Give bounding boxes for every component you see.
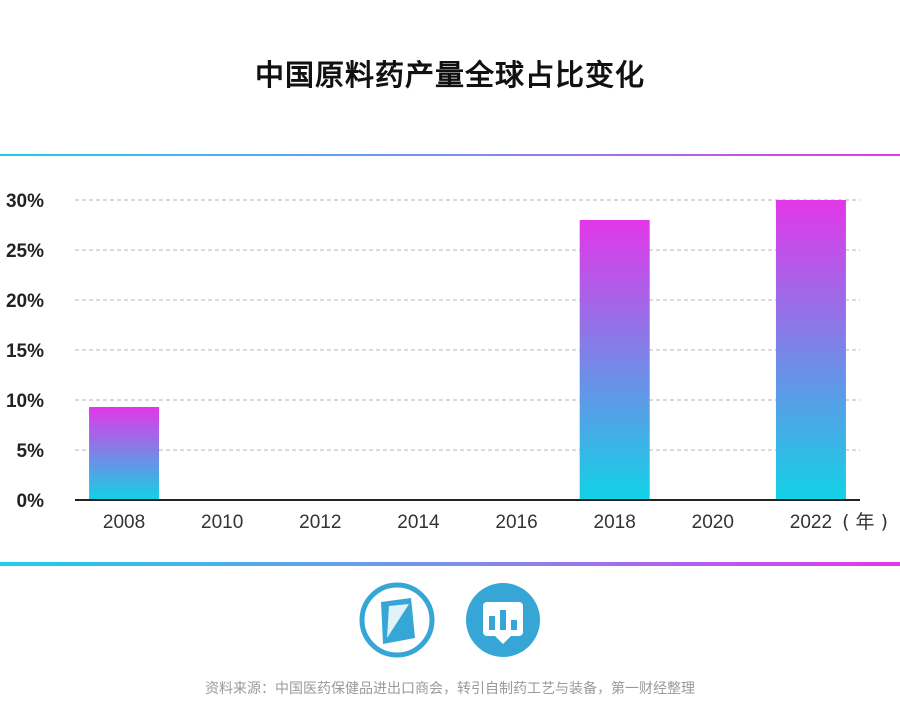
x-tick-label: 2012 [299,512,341,533]
x-tick-label: 2022 [790,512,832,533]
top-divider [0,154,900,156]
bar-chart: 0% 5% 10% 15% 20% 25% 30% 2008 2010 2012 2014 2016… [6,191,888,533]
x-axis-unit: ( 年 ) [842,511,888,533]
bar-2008 [89,407,160,500]
y-tick-label: 5% [17,441,45,462]
y-tick-label: 15% [6,341,44,362]
bar-2018 [579,220,650,500]
x-tick-label: 2016 [495,512,537,533]
x-tick-label: 2014 [397,512,440,533]
bar-chart-logo-icon [466,583,540,657]
x-tick-label: 2020 [692,512,734,533]
bar-2022 [775,200,846,500]
bottom-divider [0,562,900,566]
source-note: 资料来源：中国医药保健品进出口商会，转引自制药工艺与装备，第一财经整理 [205,681,695,697]
x-tick-label: 2008 [103,512,145,533]
chart-title: 中国原料药产量全球占比变化 [254,58,645,92]
book-logo-icon [359,582,435,658]
y-tick-label: 0% [17,491,45,512]
x-tick-label: 2018 [594,512,636,533]
grid-lines [75,199,860,451]
logo-row [0,582,900,658]
y-axis-ticks: 0% 5% 10% 15% 20% 25% 30% [6,191,44,512]
y-tick-label: 10% [6,391,44,412]
x-axis-ticks: 2008 2010 2012 2014 2016 2018 2020 2022 [103,512,832,533]
bars [89,200,846,500]
y-tick-label: 25% [6,241,44,262]
y-tick-label: 30% [6,191,44,212]
x-tick-label: 2010 [201,512,243,533]
y-tick-label: 20% [6,291,44,312]
